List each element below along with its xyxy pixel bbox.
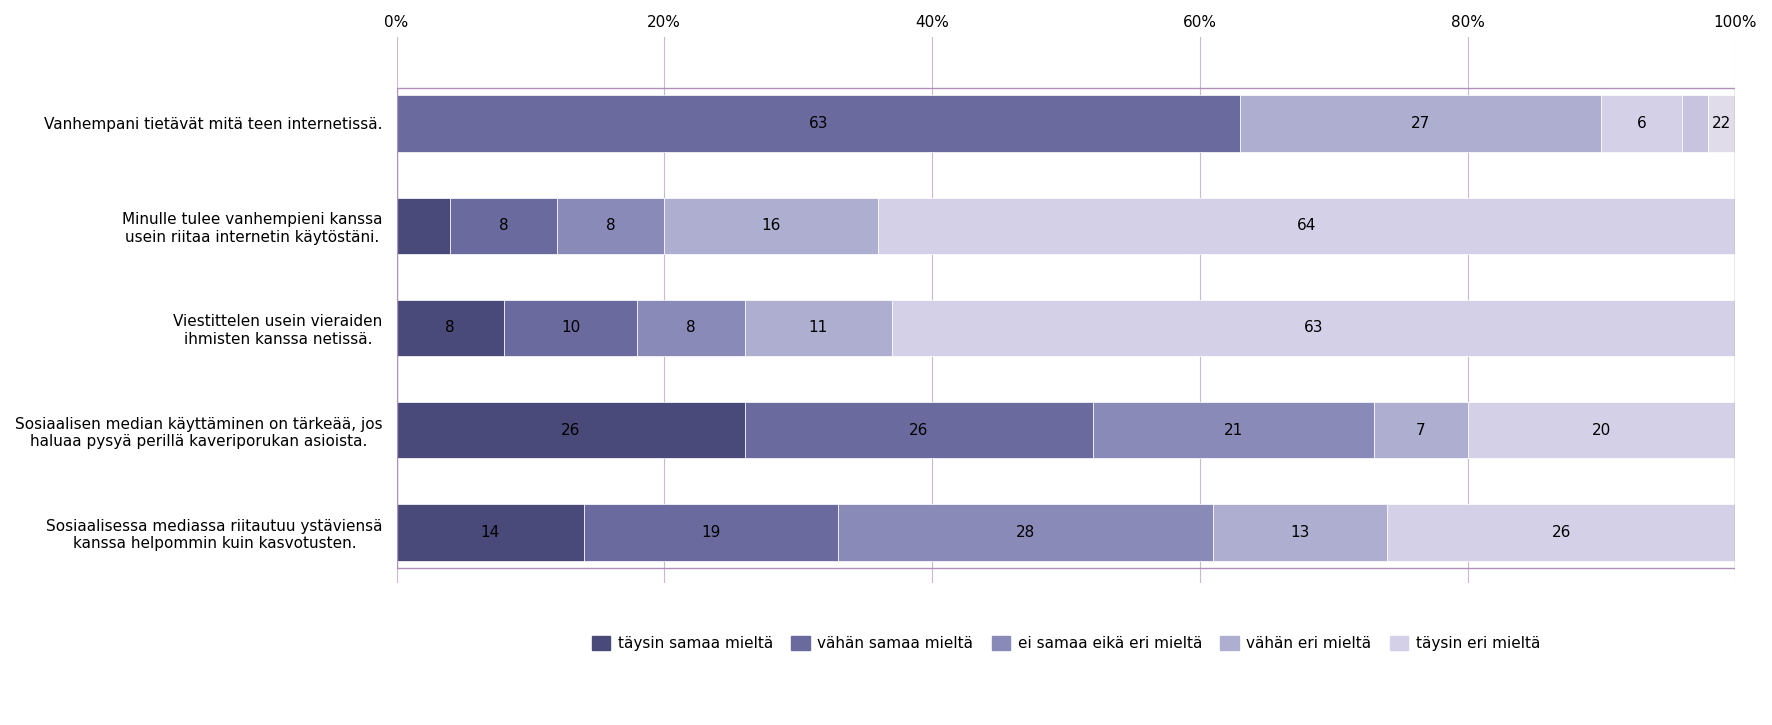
- Legend: täysin samaa mieltä, vähän samaa mieltä, ei samaa eikä eri mieltä, vähän eri mie: täysin samaa mieltä, vähän samaa mieltä,…: [585, 630, 1547, 658]
- Bar: [891, 300, 1735, 356]
- Text: 19: 19: [702, 525, 721, 540]
- Text: 6: 6: [1637, 116, 1646, 131]
- Text: 13: 13: [1290, 525, 1310, 540]
- Text: 8: 8: [686, 320, 696, 336]
- Text: 28: 28: [1015, 525, 1035, 540]
- Text: 8: 8: [445, 320, 455, 336]
- Bar: [1387, 505, 1735, 560]
- Bar: [450, 197, 556, 254]
- Bar: [556, 197, 664, 254]
- Text: 7: 7: [1416, 423, 1425, 438]
- Bar: [397, 95, 1240, 152]
- Bar: [1093, 402, 1373, 458]
- Text: 8: 8: [606, 218, 615, 233]
- Text: 22: 22: [1712, 116, 1731, 131]
- Bar: [744, 300, 891, 356]
- Text: 16: 16: [762, 218, 781, 233]
- Text: 20: 20: [1591, 423, 1611, 438]
- Bar: [1240, 95, 1602, 152]
- Text: 8: 8: [498, 218, 509, 233]
- Text: 10: 10: [562, 320, 579, 336]
- Text: 11: 11: [808, 320, 828, 336]
- Text: 63: 63: [808, 116, 828, 131]
- Bar: [397, 505, 585, 560]
- Bar: [397, 402, 744, 458]
- Bar: [1214, 505, 1387, 560]
- Bar: [744, 402, 1093, 458]
- Text: 26: 26: [1552, 525, 1572, 540]
- Bar: [879, 197, 1735, 254]
- Text: 26: 26: [562, 423, 579, 438]
- Bar: [664, 197, 879, 254]
- Bar: [397, 300, 503, 356]
- Bar: [585, 505, 838, 560]
- Bar: [838, 505, 1214, 560]
- Text: 21: 21: [1224, 423, 1242, 438]
- Bar: [1708, 95, 1735, 152]
- Bar: [1682, 95, 1708, 152]
- Text: 27: 27: [1411, 116, 1430, 131]
- Text: 63: 63: [1304, 320, 1324, 336]
- Bar: [1373, 402, 1467, 458]
- Text: 14: 14: [480, 525, 500, 540]
- Bar: [1602, 95, 1682, 152]
- Text: 64: 64: [1297, 218, 1317, 233]
- Bar: [1467, 402, 1735, 458]
- Bar: [503, 300, 638, 356]
- Text: 26: 26: [909, 423, 929, 438]
- Bar: [397, 197, 450, 254]
- Bar: [638, 300, 744, 356]
